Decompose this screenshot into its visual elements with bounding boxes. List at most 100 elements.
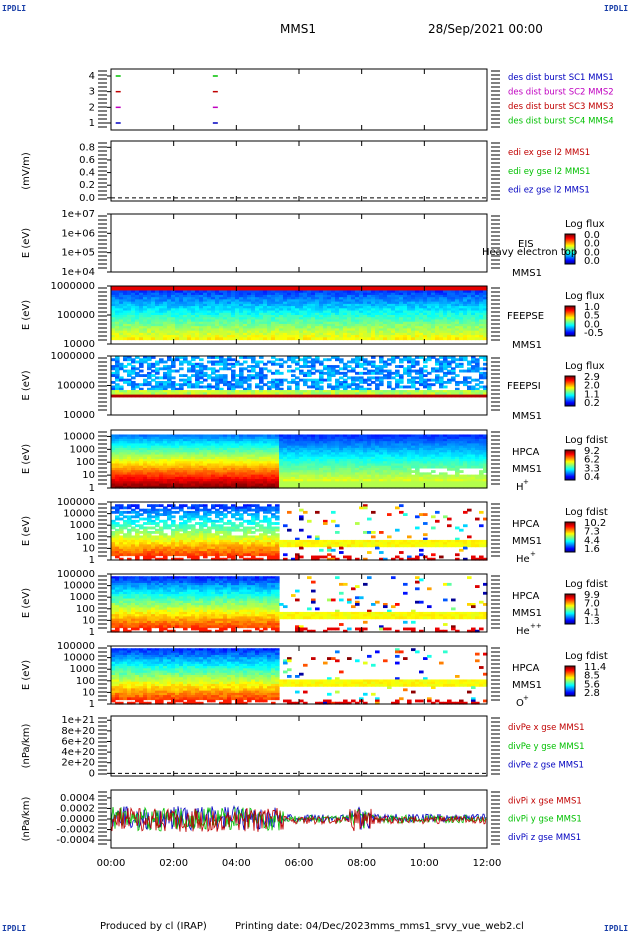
feepse-cell xyxy=(171,335,176,338)
burst-legend-entry: des dist burst SC4 MMS4 xyxy=(508,116,614,126)
feepse-cell xyxy=(395,288,400,292)
feepsi-cell xyxy=(271,360,276,364)
feepsi-cell xyxy=(195,356,200,359)
feepsi-cell xyxy=(211,356,216,359)
feepse-cell xyxy=(299,312,304,316)
hpca_h-cell xyxy=(263,461,268,465)
hpca_h-cell xyxy=(159,454,164,458)
feepse-cell xyxy=(463,328,468,332)
hpca_h-cell xyxy=(139,445,144,449)
feepsi-colorbar-cell xyxy=(565,398,575,400)
feepse-cell xyxy=(435,328,440,332)
hpca_h-cell xyxy=(239,459,244,462)
hpca_h-cell xyxy=(131,456,136,460)
feepse-cell xyxy=(395,319,400,323)
hpca_h-cell xyxy=(147,472,152,476)
hpca_h-cell xyxy=(267,434,272,438)
hpca_h-cell xyxy=(139,454,144,458)
hpca_h-cell xyxy=(191,436,196,440)
hpca_h-cell xyxy=(167,467,172,471)
feepse-cell xyxy=(379,303,384,307)
feepsi-cell xyxy=(279,394,284,398)
hpca_h-cell xyxy=(239,461,244,465)
hpca_h-cell xyxy=(295,438,300,442)
feepse-cell xyxy=(135,290,140,294)
feepse-cell xyxy=(455,317,460,321)
feepse-cell xyxy=(403,312,408,316)
feepsi-cell xyxy=(163,394,168,398)
hpca_h-cell xyxy=(147,447,152,451)
feepse-cell xyxy=(423,321,428,325)
hpca_h-cell xyxy=(263,470,268,473)
feepse-cell xyxy=(359,323,364,327)
feepse-cell xyxy=(191,328,196,332)
edi-legend-entry: edi ex gse l2 MMS1 xyxy=(508,148,590,158)
feepsi-cell xyxy=(375,385,380,389)
hpca_h-cell xyxy=(255,447,260,451)
hpca_h-cell xyxy=(147,463,152,467)
feepsi-cell xyxy=(471,367,476,371)
feepse-cell xyxy=(347,292,352,296)
feepse-cell xyxy=(371,303,376,307)
feepsi-cell xyxy=(263,374,268,378)
feepse-cell xyxy=(195,332,200,336)
hpca_h-cell xyxy=(187,441,192,444)
hpca_h-cell xyxy=(231,434,236,438)
feepse-cell xyxy=(467,303,472,307)
feepsi-cell xyxy=(455,387,460,391)
hpca_h-cell xyxy=(147,443,152,447)
feepse-cell xyxy=(419,323,424,327)
feepse-cell xyxy=(315,288,320,292)
feepse-cell xyxy=(171,306,176,309)
hpca_h-cell xyxy=(247,467,252,471)
feepse-cell xyxy=(431,299,436,303)
feepsi-cell xyxy=(227,356,232,359)
feepse-cell xyxy=(147,290,152,294)
feepse-cell xyxy=(435,330,440,334)
feepse-cell xyxy=(223,288,228,292)
feepsi-cell xyxy=(115,369,120,373)
feepse-cell xyxy=(355,328,360,332)
feepse-cell xyxy=(375,308,380,312)
hpca_h-cell xyxy=(219,447,224,451)
feepse-cell xyxy=(327,319,332,323)
hpca_h-cell xyxy=(227,461,232,465)
feepse-cell xyxy=(187,292,192,296)
feepse-cell xyxy=(147,332,152,336)
hpca_h-cell xyxy=(155,472,160,476)
feepsi-cell xyxy=(251,360,256,364)
feepse-cell xyxy=(223,299,228,303)
feepse-cell xyxy=(459,290,464,294)
feepse-cell xyxy=(171,310,176,314)
hpca_h-cell xyxy=(175,459,180,462)
feepse-cell xyxy=(123,290,128,294)
feepse-cell xyxy=(347,288,352,292)
feepse-cell xyxy=(263,337,268,341)
feepse-cell xyxy=(215,332,220,336)
feepse-colorbar-cell xyxy=(565,312,575,314)
hpca_h-cell xyxy=(311,476,316,480)
feepsi-cell xyxy=(311,367,316,371)
feepsi-cell xyxy=(275,380,280,384)
feepse-cell xyxy=(211,308,216,312)
feepse-cell xyxy=(283,286,288,289)
feepse-cell xyxy=(283,306,288,309)
feepse-cell xyxy=(223,292,228,296)
hpca_h-cell xyxy=(311,443,316,447)
feepse-cell xyxy=(431,288,436,292)
feepse-cell xyxy=(319,321,324,325)
feepse-cell xyxy=(459,315,464,318)
hpca_h-cell xyxy=(311,456,316,460)
feepse-cell xyxy=(431,321,436,325)
hpca_h-cell xyxy=(271,472,276,476)
feepse-cell xyxy=(391,328,396,332)
feepse-cell xyxy=(263,286,268,289)
feepse-cell xyxy=(191,326,196,329)
feepsi-cell xyxy=(211,360,216,364)
feepsi-cell xyxy=(195,383,200,387)
feepsi-cell xyxy=(243,356,248,359)
feepsi-cell xyxy=(419,376,424,380)
hpca_h-cell xyxy=(115,461,120,465)
feepse-cell xyxy=(299,301,304,305)
hpca_h-cell xyxy=(275,459,280,462)
